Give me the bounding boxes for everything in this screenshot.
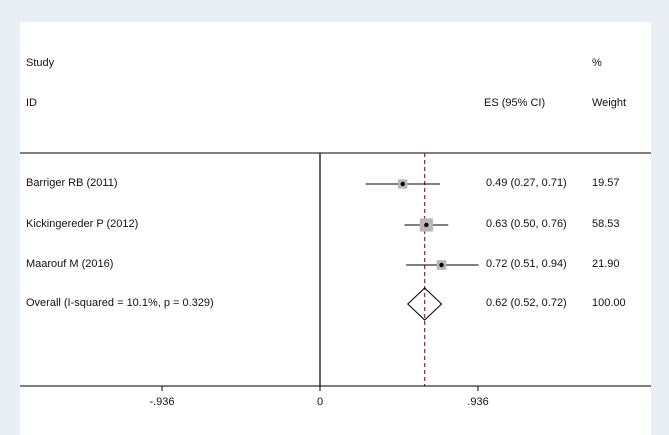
study-es-ci: 0.72 (0.51, 0.94) (486, 258, 567, 270)
study-es-ci: 0.49 (0.27, 0.71) (486, 177, 567, 189)
header-id: ID (26, 97, 37, 109)
header-es-ci: ES (95% CI) (484, 97, 546, 109)
study-label: Barriger RB (2011) (26, 177, 118, 189)
x-tick-label: .936 (467, 396, 489, 408)
header-study: Study (26, 57, 55, 69)
x-tick-label: -.936 (149, 396, 175, 408)
header-weight-pct: % (592, 57, 602, 69)
overall-label: Overall (I-squared = 10.1%, p = 0.329) (26, 297, 214, 309)
study-label: Maarouf M (2016) (26, 258, 114, 270)
overall-weight: 100.00 (592, 297, 626, 309)
x-tick-label: 0 (316, 396, 324, 408)
study-es-ci: 0.63 (0.50, 0.76) (486, 218, 567, 230)
header-weight: Weight (592, 97, 627, 109)
plot-area (20, 22, 651, 435)
study-point (424, 222, 429, 228)
study-weight: 19.57 (592, 177, 620, 189)
study-weight: 58.53 (592, 218, 620, 230)
study-weight: 21.90 (592, 258, 620, 270)
study-point (439, 262, 444, 268)
overall-es-ci: 0.62 (0.52, 0.72) (486, 297, 567, 309)
overall-diamond (407, 287, 443, 321)
study-point (400, 181, 405, 187)
study-label: Kickingereder P (2012) (26, 218, 139, 230)
